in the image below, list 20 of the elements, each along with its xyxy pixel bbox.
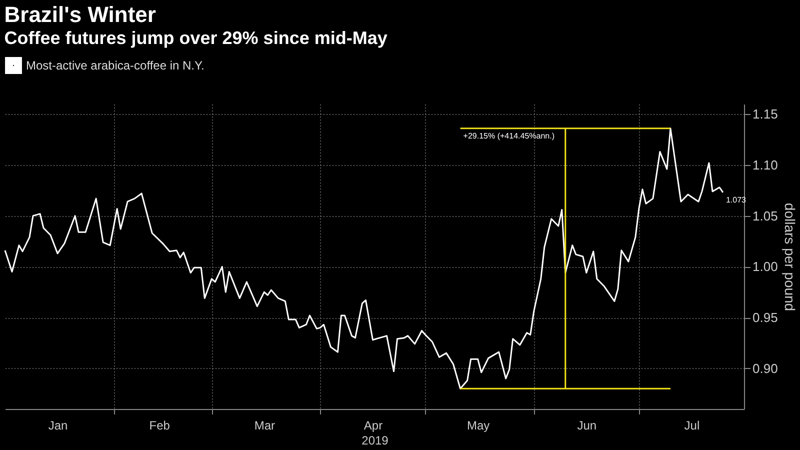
x-tick-label: Mar <box>254 418 276 432</box>
y-tick-label: 1.15 <box>752 106 778 122</box>
y-axis-title: dollars per pound <box>782 202 798 312</box>
y-tick-label: 0.95 <box>752 310 778 325</box>
chart-title: Brazil's Winter <box>4 2 156 27</box>
y-tick-label: 1.05 <box>752 208 778 224</box>
x-tick-label: Jan <box>48 418 68 432</box>
y-tick-label: 1.10 <box>752 158 778 172</box>
x-tick-label: Apr <box>364 418 383 432</box>
y-tick-label: 1.00 <box>752 259 778 274</box>
x-tick-label: May <box>466 418 490 432</box>
x-tick-label: Jul <box>684 418 700 432</box>
x-axis-title: 2019 <box>362 434 389 448</box>
legend-label: Most-active arabica-coffee in N.Y. <box>26 58 204 72</box>
annotation: 1.073 <box>726 195 747 204</box>
chart-subtitle: Coffee futures jump over 29% since mid-May <box>4 28 388 48</box>
x-tick-label: Jun <box>577 418 597 432</box>
annotation: +29.15% (+414.45%ann.) <box>463 131 555 140</box>
x-tick-label: Feb <box>149 418 170 432</box>
y-tick-label: 0.90 <box>752 360 778 376</box>
